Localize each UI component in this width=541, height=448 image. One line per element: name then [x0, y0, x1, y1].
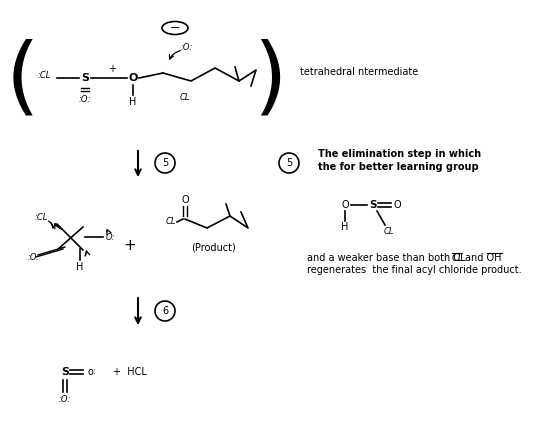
Text: 5: 5: [286, 158, 292, 168]
Text: :: :: [93, 366, 95, 375]
Text: 5: 5: [162, 158, 168, 168]
Text: :O:: :O:: [79, 95, 91, 103]
Text: +: +: [124, 237, 136, 253]
Text: O: O: [128, 73, 138, 83]
Text: O: O: [181, 195, 189, 205]
Text: H: H: [341, 222, 349, 232]
Text: H: H: [76, 262, 84, 272]
Text: and a weaker base than both CL: and a weaker base than both CL: [307, 253, 466, 263]
Text: 6: 6: [162, 306, 168, 316]
Text: −: −: [170, 22, 180, 34]
Text: (Product): (Product): [190, 243, 235, 253]
Text: tetrahedral ntermediate: tetrahedral ntermediate: [300, 67, 418, 77]
Text: :O.: :O.: [28, 254, 39, 263]
Text: S: S: [81, 73, 89, 83]
Text: CL: CL: [384, 227, 394, 236]
Text: :O:: :O:: [59, 396, 71, 405]
Text: CL: CL: [180, 92, 190, 102]
Text: +  HCL: + HCL: [113, 367, 147, 377]
Text: CL: CL: [452, 253, 464, 263]
Text: H: H: [129, 97, 137, 107]
Text: O: O: [393, 200, 401, 210]
Text: :CL: :CL: [38, 70, 51, 79]
Text: O:: O:: [105, 233, 115, 241]
Text: +: +: [108, 64, 116, 74]
Text: O: O: [341, 200, 349, 210]
Text: (: (: [5, 39, 39, 121]
Text: CL: CL: [166, 217, 176, 227]
Text: The elimination step in which: The elimination step in which: [318, 149, 481, 159]
Text: S: S: [61, 367, 69, 377]
Text: :CL: :CL: [35, 214, 48, 223]
Text: :O:: :O:: [181, 43, 193, 52]
Text: the for better learning group: the for better learning group: [318, 162, 479, 172]
Text: and OH: and OH: [465, 253, 502, 263]
Text: ): ): [253, 39, 287, 121]
Text: S: S: [370, 200, 377, 210]
Text: o: o: [87, 367, 93, 377]
Text: regenerates  the final acyl chloride product.: regenerates the final acyl chloride prod…: [307, 265, 522, 275]
